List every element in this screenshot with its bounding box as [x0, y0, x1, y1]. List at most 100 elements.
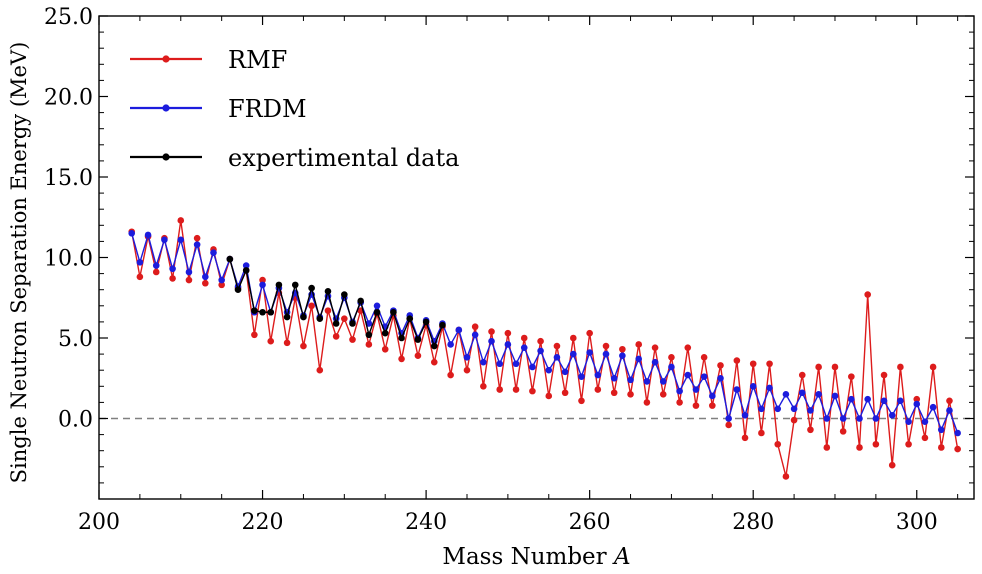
data-point-frdm — [202, 273, 209, 281]
data-point-rmf — [496, 386, 504, 393]
data-point-frdm — [937, 426, 945, 434]
data-point-frdm — [905, 418, 912, 426]
data-point-rmf — [643, 399, 651, 406]
legend-marker-rmf — [162, 55, 170, 63]
data-point-rmf — [839, 428, 847, 435]
x-tick-label: 260 — [569, 510, 611, 535]
data-point-frdm — [504, 341, 512, 348]
data-point-rmf — [897, 363, 904, 371]
data-point-rmf — [471, 323, 479, 331]
data-point-frdm — [815, 391, 822, 398]
legend-label-rmf: RMF — [228, 46, 287, 74]
data-point-frdm — [242, 262, 250, 269]
data-point-rmf — [578, 397, 585, 405]
x-tick-label: 300 — [896, 510, 938, 535]
data-point-frdm — [880, 397, 888, 405]
data-point-expertimental-data — [381, 329, 389, 337]
data-point-frdm — [888, 411, 896, 419]
data-point-frdm — [136, 259, 144, 266]
data-point-rmf — [905, 440, 912, 448]
data-point-rmf — [586, 329, 593, 337]
data-point-rmf — [602, 342, 610, 350]
data-point-rmf — [324, 307, 332, 314]
data-point-frdm — [651, 358, 659, 366]
data-point-frdm — [561, 368, 569, 376]
x-axis-title: Mass Number A — [442, 544, 630, 570]
data-point-rmf — [341, 315, 348, 322]
data-point-rmf — [381, 345, 389, 353]
data-point-frdm — [856, 415, 863, 422]
data-point-frdm — [635, 355, 643, 363]
data-point-rmf — [545, 392, 553, 400]
x-tick-label: 280 — [732, 510, 774, 535]
axes-layer: 200 220 240 260 280 300 0.0 5.0 10.0 15.0 20.0 25.0… — [7, 5, 975, 570]
data-point-rmf — [610, 389, 618, 397]
data-point-rmf — [700, 354, 708, 361]
data-point-expertimental-data — [430, 342, 438, 350]
data-point-rmf — [193, 234, 201, 242]
data-point-expertimental-data — [324, 288, 332, 295]
data-point-frdm — [447, 341, 454, 348]
data-point-frdm — [774, 405, 782, 413]
data-point-frdm — [152, 262, 160, 269]
data-point-frdm — [610, 374, 618, 382]
data-point-rmf — [913, 395, 921, 403]
data-point-expertimental-data — [275, 281, 283, 289]
data-point-frdm — [782, 391, 790, 398]
data-point-rmf — [880, 371, 888, 379]
data-point-rmf — [823, 444, 831, 451]
plot-content — [99, 217, 974, 480]
data-point-frdm — [848, 395, 855, 403]
data-point-rmf — [594, 386, 602, 393]
data-point-rmf — [921, 434, 929, 442]
data-point-frdm — [766, 384, 773, 392]
data-point-rmf — [561, 389, 569, 397]
data-point-frdm — [872, 415, 880, 422]
data-point-rmf — [856, 444, 863, 451]
data-point-frdm — [496, 360, 504, 368]
series-line-rmf — [131, 219, 959, 478]
legend-marker-expertimental-data — [162, 153, 170, 161]
data-point-frdm — [897, 397, 904, 405]
data-point-rmf — [790, 416, 798, 424]
data-point-rmf — [332, 333, 340, 340]
data-point-expertimental-data — [251, 307, 258, 314]
data-point-expertimental-data — [349, 320, 356, 327]
data-point-expertimental-data — [234, 286, 242, 294]
data-point-frdm — [488, 337, 495, 345]
y-tick-label: 25.0 — [44, 5, 93, 30]
data-point-rmf — [398, 355, 405, 363]
data-point-frdm — [537, 347, 544, 355]
legend: RMF FRDM expertimental data — [130, 46, 459, 172]
data-point-frdm — [210, 249, 217, 256]
data-point-rmf — [520, 334, 528, 342]
data-point-rmf — [308, 302, 315, 310]
data-point-rmf — [152, 268, 160, 276]
data-point-rmf — [766, 360, 773, 368]
data-point-rmf — [929, 363, 937, 371]
data-point-frdm — [161, 236, 168, 244]
data-point-rmf — [619, 345, 626, 353]
data-point-frdm — [946, 407, 953, 414]
data-point-rmf — [480, 383, 487, 390]
data-point-frdm — [177, 236, 185, 244]
data-point-frdm — [218, 276, 225, 284]
data-point-rmf — [267, 337, 275, 345]
data-point-rmf — [316, 366, 324, 374]
data-point-rmf — [954, 445, 961, 453]
plot-area — [99, 217, 974, 480]
data-point-frdm — [463, 354, 471, 361]
x-axis-title-variable: A — [612, 544, 631, 570]
data-point-rmf — [668, 354, 675, 361]
data-point-frdm — [373, 302, 381, 310]
data-point-expertimental-data — [259, 308, 266, 316]
data-point-rmf — [651, 344, 659, 351]
data-point-expertimental-data — [365, 331, 373, 339]
y-tick-label: 0.0 — [58, 408, 93, 433]
data-point-rmf — [430, 358, 438, 366]
data-point-rmf — [807, 426, 814, 434]
data-point-frdm — [545, 366, 553, 374]
data-point-rmf — [202, 279, 209, 287]
data-point-rmf — [676, 399, 683, 406]
data-point-frdm — [921, 418, 929, 426]
